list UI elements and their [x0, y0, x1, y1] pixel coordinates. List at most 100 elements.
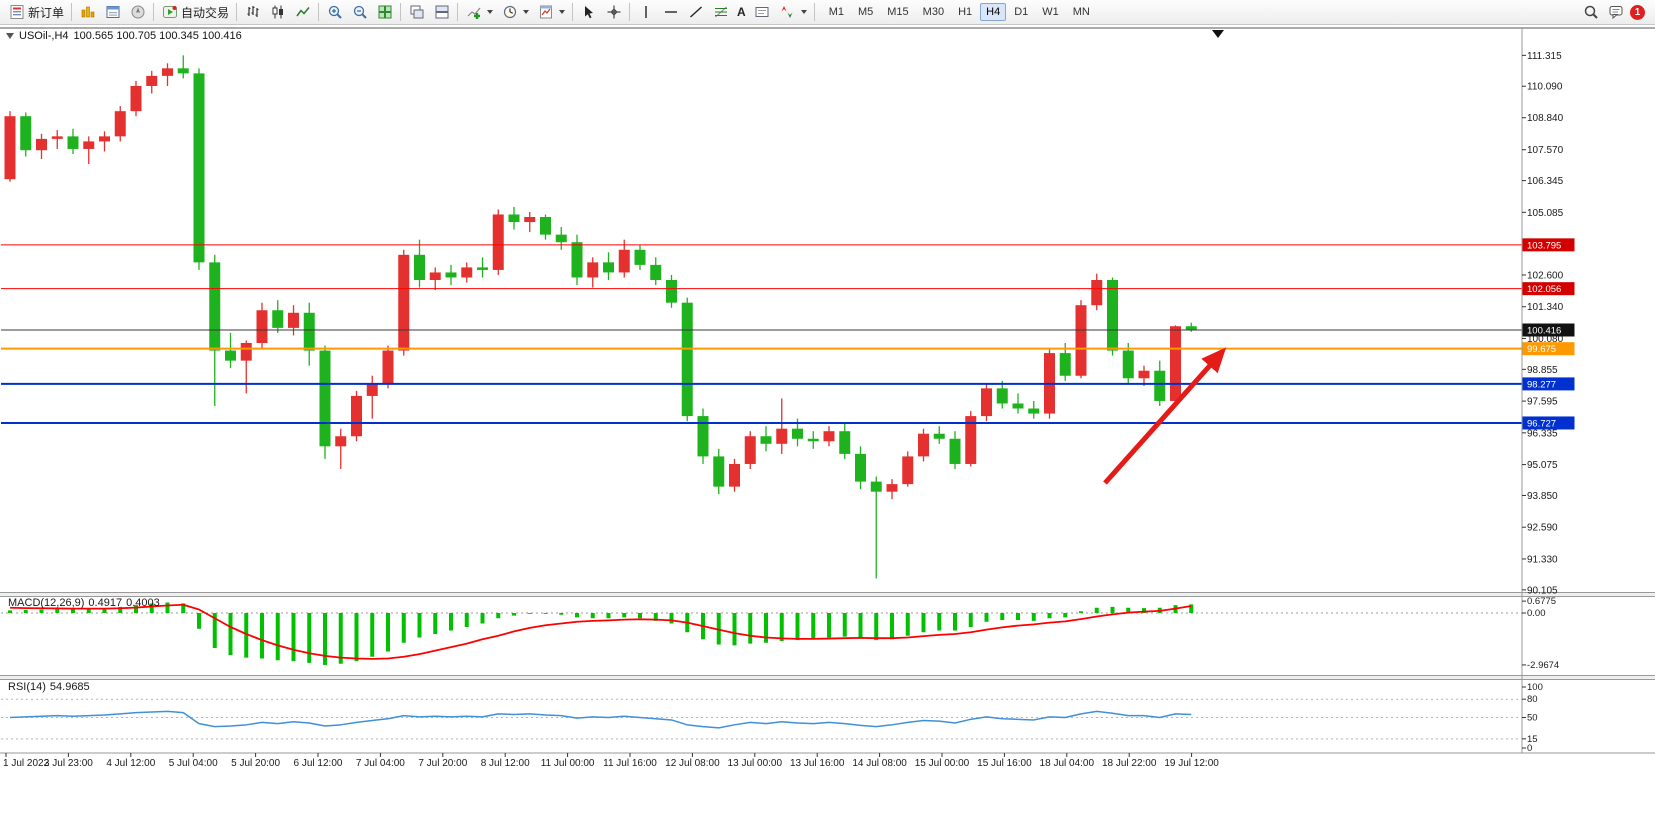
- rsi-label: RSI(14): [8, 681, 46, 693]
- autotrading-button[interactable]: 自动交易: [157, 2, 233, 23]
- svg-text:6 Jul 12:00: 6 Jul 12:00: [294, 758, 343, 769]
- svg-text:15 Jul 00:00: 15 Jul 00:00: [915, 758, 970, 769]
- fibonacci-icon: [712, 4, 729, 21]
- chat-icon: [1607, 4, 1624, 21]
- crosshair-icon: [605, 4, 622, 21]
- timeframe-h1[interactable]: H1: [958, 6, 973, 18]
- svg-text:91.330: 91.330: [1527, 554, 1558, 565]
- indicators-button[interactable]: [461, 2, 497, 23]
- macd-label: MACD(12,26,9): [8, 597, 85, 609]
- autotrading-icon: [161, 4, 178, 21]
- timeframe-m5[interactable]: M5: [857, 6, 874, 18]
- macd-pane-label: MACD(12,26,9) 0.4917 0.4003: [8, 597, 160, 609]
- svg-text:13 Jul 00:00: 13 Jul 00:00: [728, 758, 783, 769]
- trendline-button[interactable]: [683, 2, 708, 23]
- svg-text:110.090: 110.090: [1527, 82, 1563, 93]
- horizontal-line-button[interactable]: [658, 2, 683, 23]
- timeframe-w1[interactable]: W1: [1042, 6, 1059, 18]
- notification-badge[interactable]: 1: [1630, 4, 1645, 20]
- tile-windows-button[interactable]: [372, 2, 397, 23]
- svg-text:15 Jul 16:00: 15 Jul 16:00: [977, 758, 1032, 769]
- bar-chart-button[interactable]: [240, 2, 265, 23]
- toolbar-separator: [457, 3, 459, 21]
- fibonacci-button[interactable]: [708, 2, 733, 23]
- periods-dropdown-caret: [523, 10, 530, 14]
- arrows-button[interactable]: [775, 2, 811, 23]
- svg-text:7 Jul 04:00: 7 Jul 04:00: [356, 758, 405, 769]
- svg-text:15: 15: [1527, 734, 1538, 745]
- zoom-out-button[interactable]: [347, 2, 372, 23]
- chart-title: USOil-,H4 100.565 100.705 100.345 100.41…: [6, 30, 242, 42]
- cursor-icon: [580, 4, 597, 21]
- svg-text:101.340: 101.340: [1527, 302, 1564, 313]
- annotation-arrow: [1103, 347, 1227, 485]
- cascade-windows-button[interactable]: [404, 2, 429, 23]
- svg-text:92.590: 92.590: [1527, 523, 1558, 534]
- svg-text:99.675: 99.675: [1527, 344, 1556, 355]
- timeframe-h4[interactable]: H4: [980, 3, 1007, 21]
- text-label-icon: [754, 4, 771, 21]
- svg-text:13 Jul 16:00: 13 Jul 16:00: [790, 758, 845, 769]
- data-window-button[interactable]: [100, 2, 125, 23]
- market-watch-button[interactable]: [75, 2, 100, 23]
- ohlc-values: 100.565 100.705 100.345 100.416: [73, 30, 242, 42]
- svg-text:97.595: 97.595: [1527, 397, 1558, 408]
- one-click-trading-toggle[interactable]: [6, 33, 14, 39]
- svg-text:7 Jul 20:00: 7 Jul 20:00: [418, 758, 467, 769]
- arrange-windows-icon: [433, 4, 450, 21]
- svg-text:96.335: 96.335: [1527, 428, 1558, 439]
- svg-text:100: 100: [1527, 682, 1543, 693]
- templates-button[interactable]: [533, 2, 569, 23]
- data-window-icon: [104, 4, 121, 21]
- vertical-line-button[interactable]: [633, 2, 658, 23]
- templates-icon: [537, 4, 554, 21]
- toolbar-separator: [153, 3, 155, 21]
- svg-text:103.795: 103.795: [1527, 240, 1561, 251]
- text-button[interactable]: A: [733, 2, 750, 23]
- periods-button[interactable]: [497, 2, 533, 23]
- rsi-value: 54.9685: [49, 681, 90, 693]
- timeframe-m1[interactable]: M1: [828, 6, 844, 18]
- macd-main-value: 0.4917: [88, 597, 123, 609]
- crosshair-button[interactable]: [601, 2, 626, 23]
- rsi-pane-label: RSI(14) 54.9685: [8, 681, 90, 693]
- svg-text:11 Jul 00:00: 11 Jul 00:00: [541, 758, 595, 769]
- navigator-button[interactable]: [125, 2, 150, 23]
- search-button[interactable]: [1578, 2, 1603, 23]
- zoom-in-button[interactable]: [322, 2, 347, 23]
- candlestick-chart-icon: [269, 4, 286, 21]
- arrange-windows-button[interactable]: [429, 2, 454, 23]
- svg-text:107.570: 107.570: [1527, 145, 1564, 156]
- timeframe-d1[interactable]: D1: [1014, 6, 1029, 18]
- new-order-button[interactable]: 新订单: [4, 2, 68, 23]
- svg-text:111.315: 111.315: [1527, 51, 1562, 62]
- zoom-in-icon: [326, 4, 343, 21]
- toolbar-separator: [629, 3, 631, 21]
- candlestick-chart-button[interactable]: [265, 2, 290, 23]
- line-chart-button[interactable]: [290, 2, 315, 23]
- cursor-button[interactable]: [576, 2, 601, 23]
- timeframe-mn[interactable]: MN: [1072, 6, 1090, 18]
- indicators-icon: [465, 4, 482, 21]
- autotrading-label: 自动交易: [181, 5, 230, 20]
- search-icon: [1582, 4, 1599, 21]
- periods-icon: [501, 4, 518, 21]
- chat-button[interactable]: [1603, 2, 1628, 23]
- svg-text:14 Jul 08:00: 14 Jul 08:00: [852, 758, 907, 769]
- svg-text:5 Jul 04:00: 5 Jul 04:00: [169, 758, 218, 769]
- zoom-out-icon: [351, 4, 368, 21]
- svg-text:100.080: 100.080: [1527, 334, 1564, 345]
- timeframe-m15[interactable]: M15: [887, 6, 909, 18]
- templates-dropdown-caret: [559, 10, 566, 14]
- svg-text:98.855: 98.855: [1527, 365, 1558, 376]
- bar-chart-icon: [244, 4, 261, 21]
- svg-text:18 Jul 22:00: 18 Jul 22:00: [1102, 758, 1157, 769]
- timeframe-m30[interactable]: M30: [922, 6, 945, 18]
- svg-text:4 Jul 12:00: 4 Jul 12:00: [106, 758, 155, 769]
- svg-text:19 Jul 12:00: 19 Jul 12:00: [1164, 758, 1219, 769]
- svg-text:50: 50: [1527, 713, 1538, 724]
- text-label-button[interactable]: [750, 2, 775, 23]
- toolbar-separator: [318, 3, 320, 21]
